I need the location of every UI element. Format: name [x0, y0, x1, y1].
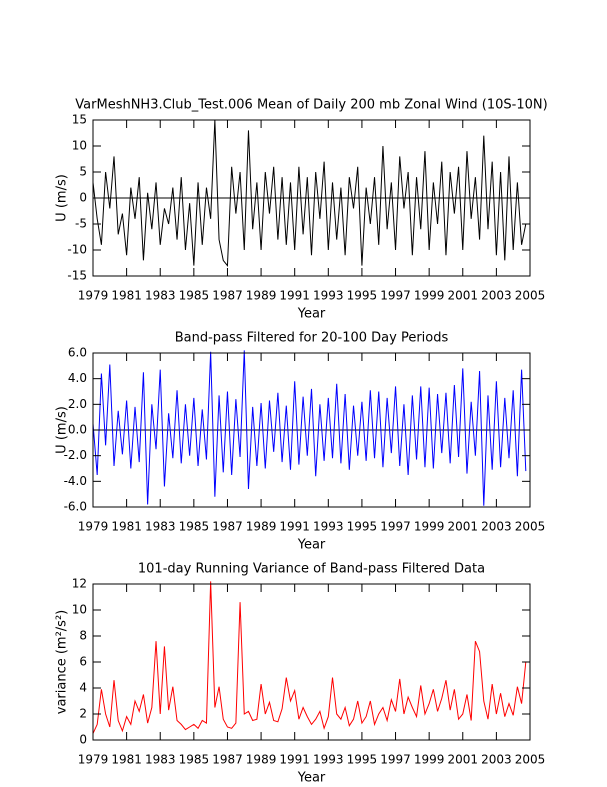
- y-tick-label: -15: [67, 269, 87, 283]
- y-tick-label: 15: [72, 113, 87, 127]
- x-tick-label: 1999: [414, 520, 445, 534]
- x-tick-label: 1997: [380, 520, 411, 534]
- y-tick-label: -2.0: [64, 448, 87, 462]
- x-tick-label: 2003: [481, 289, 512, 303]
- x-tick-label: 2005: [515, 520, 546, 534]
- chart-title: VarMeshNH3.Club_Test.006 Mean of Daily 2…: [75, 98, 547, 113]
- x-tick-label: 1983: [145, 753, 176, 767]
- chart-title: Band-pass Filtered for 20-100 Day Period…: [175, 331, 449, 346]
- data-line: [92, 119, 527, 267]
- x-tick-label: 1987: [212, 520, 243, 534]
- x-tick-label: 1983: [145, 520, 176, 534]
- y-tick-label: -10: [67, 243, 87, 257]
- y-axis-label: variance (m²/s²): [55, 610, 70, 714]
- chart-title: 101-day Running Variance of Band-pass Fi…: [138, 562, 485, 577]
- y-tick-label: 8: [79, 629, 87, 643]
- x-tick-label: 2001: [447, 289, 478, 303]
- x-tick-label: 1981: [111, 289, 142, 303]
- x-tick-label: 1991: [279, 753, 310, 767]
- x-tick-label: 1989: [246, 520, 277, 534]
- y-tick-label: 4: [79, 681, 87, 695]
- x-tick-label: 1991: [279, 520, 310, 534]
- y-axis-label: U (m/s): [55, 174, 70, 222]
- y-tick-label: -6.0: [64, 500, 87, 514]
- x-tick-label: 1985: [179, 289, 210, 303]
- x-tick-label: 2003: [481, 520, 512, 534]
- y-tick-label: 0: [79, 191, 87, 205]
- x-tick-label: 1995: [347, 753, 378, 767]
- x-tick-label: 2001: [447, 520, 478, 534]
- y-tick-label: 6: [79, 655, 87, 669]
- y-tick-label: 0.0: [68, 423, 87, 437]
- x-tick-label: 2005: [515, 289, 546, 303]
- x-tick-label: 1999: [414, 753, 445, 767]
- x-tick-label: 1997: [380, 753, 411, 767]
- x-axis-label: Year: [297, 538, 326, 553]
- y-tick-label: 10: [72, 139, 87, 153]
- x-tick-label: 1995: [347, 289, 378, 303]
- y-tick-label: 2: [79, 707, 87, 721]
- x-tick-label: 1989: [246, 289, 277, 303]
- x-tick-label: 1981: [111, 520, 142, 534]
- x-tick-label: 1987: [212, 753, 243, 767]
- x-axis-label: Year: [297, 307, 326, 322]
- x-tick-label: 1987: [212, 289, 243, 303]
- x-tick-label: 2003: [481, 753, 512, 767]
- y-tick-label: 0: [79, 733, 87, 747]
- x-tick-label: 1993: [313, 753, 344, 767]
- y-axis-label: U (m/s): [55, 406, 70, 454]
- x-tick-label: 1997: [380, 289, 411, 303]
- x-tick-label: 1985: [179, 753, 210, 767]
- x-tick-label: 1993: [313, 289, 344, 303]
- x-tick-label: 2001: [447, 753, 478, 767]
- x-tick-label: 1983: [145, 289, 176, 303]
- y-tick-label: 12: [72, 577, 87, 591]
- x-tick-label: 1979: [78, 753, 109, 767]
- y-tick-label: 4.0: [68, 371, 87, 385]
- x-tick-label: 1991: [279, 289, 310, 303]
- plot-frame: [92, 583, 531, 741]
- x-tick-label: 1985: [179, 520, 210, 534]
- y-tick-label: -5: [75, 217, 87, 231]
- y-tick-label: 10: [72, 603, 87, 617]
- x-tick-label: 1981: [111, 753, 142, 767]
- x-tick-label: 1993: [313, 520, 344, 534]
- y-tick-label: 5: [79, 165, 87, 179]
- data-line: [92, 581, 527, 734]
- y-tick-label: 2.0: [68, 397, 87, 411]
- x-tick-label: 1999: [414, 289, 445, 303]
- x-tick-label: 2005: [515, 753, 546, 767]
- x-tick-label: 1995: [347, 520, 378, 534]
- y-tick-label: -4.0: [64, 474, 87, 488]
- x-tick-label: 1979: [78, 520, 109, 534]
- x-tick-label: 1979: [78, 289, 109, 303]
- y-tick-label: 6.0: [68, 346, 87, 360]
- x-axis-label: Year: [297, 771, 326, 786]
- data-line: [92, 350, 527, 506]
- x-tick-label: 1989: [246, 753, 277, 767]
